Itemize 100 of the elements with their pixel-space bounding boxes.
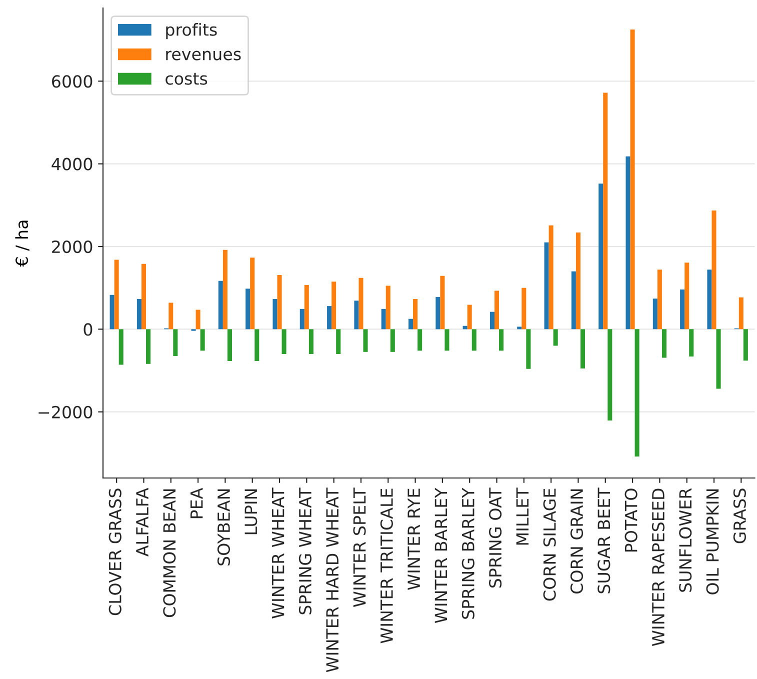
x-tick-label: CORN SILAGE xyxy=(543,488,556,601)
x-tick-label: ALFALFA xyxy=(136,488,148,556)
bar xyxy=(462,326,468,330)
bar xyxy=(467,304,472,330)
y-tick-label: 4000 xyxy=(52,158,92,170)
bar xyxy=(598,184,604,330)
x-tick-label: PEA xyxy=(190,488,203,518)
legend-label: revenues xyxy=(166,50,241,60)
bar xyxy=(680,290,685,330)
x-tick-label: WINTER BARLEY xyxy=(434,488,448,624)
bar xyxy=(652,298,658,330)
bar xyxy=(196,310,200,330)
bar xyxy=(657,270,662,330)
x-tick-label: GRASS xyxy=(733,488,746,544)
bar xyxy=(544,242,549,330)
y-tick-label: 2000 xyxy=(52,240,92,254)
bar xyxy=(390,329,395,352)
bar xyxy=(490,312,494,330)
bar xyxy=(200,329,205,351)
bar xyxy=(707,270,712,330)
bar xyxy=(472,329,476,351)
bar xyxy=(626,156,630,330)
bar xyxy=(526,329,531,369)
bar xyxy=(494,290,500,330)
bar xyxy=(114,260,119,330)
bar xyxy=(354,300,359,330)
bar xyxy=(553,329,558,346)
legend-label: profits xyxy=(166,23,217,40)
bar xyxy=(332,282,336,330)
x-tick-label: COMMON BEAN xyxy=(163,489,176,618)
x-tick-label: POTATO xyxy=(624,488,638,552)
bar xyxy=(738,297,744,330)
bar xyxy=(630,29,635,330)
bar xyxy=(522,288,526,330)
x-tick-label: SOYBEAN xyxy=(217,489,230,566)
bar xyxy=(716,329,721,389)
bar xyxy=(168,302,174,330)
y-tick-label: 6000 xyxy=(52,75,92,88)
x-tick-label: WINTER WHEAT xyxy=(272,488,284,618)
bar xyxy=(363,329,368,352)
bar xyxy=(327,306,332,330)
bar xyxy=(336,329,341,354)
y-axis-title: € / ha xyxy=(15,220,30,267)
bar xyxy=(282,329,286,354)
bar xyxy=(304,284,309,330)
bar xyxy=(444,329,450,351)
bar xyxy=(499,329,504,351)
bar xyxy=(712,210,716,330)
x-tick-label: SPRING OAT xyxy=(488,488,502,588)
x-tick-label: WINTER RAPESEED xyxy=(652,488,665,646)
bar xyxy=(517,326,522,330)
bar xyxy=(571,271,576,330)
bar xyxy=(440,276,445,330)
legend-label: costs xyxy=(166,72,208,85)
bar xyxy=(408,318,414,330)
bar xyxy=(413,299,418,330)
bar xyxy=(272,299,278,330)
bar xyxy=(308,329,314,354)
bar xyxy=(386,286,390,330)
bar xyxy=(418,329,422,351)
bar xyxy=(227,329,232,362)
bar xyxy=(246,288,250,330)
y-tick-label: 0 xyxy=(84,323,92,336)
x-tick-label: WINTER SPELT xyxy=(353,488,366,607)
bar xyxy=(173,329,178,356)
bar xyxy=(381,308,386,330)
x-tick-label: WINTER RYE xyxy=(408,488,420,590)
bar xyxy=(580,329,586,368)
bar xyxy=(141,264,146,330)
bar xyxy=(110,294,114,330)
bar xyxy=(548,225,554,330)
y-tick-label: −2000 xyxy=(38,406,92,418)
bar xyxy=(222,250,228,330)
bar xyxy=(603,92,608,330)
bar xyxy=(684,262,690,330)
bar xyxy=(436,296,440,330)
bar xyxy=(689,329,694,356)
bar xyxy=(118,329,124,365)
bar xyxy=(146,329,151,364)
x-tick-label: MILLET xyxy=(516,488,529,545)
bar xyxy=(218,280,223,330)
bar xyxy=(608,329,612,421)
bar xyxy=(254,329,260,362)
x-tick-label: CORN GRAIN xyxy=(570,489,584,594)
x-tick-label: SPRING WHEAT xyxy=(298,488,312,614)
bar xyxy=(136,299,142,330)
bar xyxy=(743,329,748,361)
bar xyxy=(634,329,640,457)
x-tick-label: WINTER TRITICALE xyxy=(380,488,393,644)
bar xyxy=(277,275,282,330)
bar xyxy=(662,329,666,358)
x-tick-label: LUPIN xyxy=(244,489,258,534)
x-tick-label: SUGAR BEET xyxy=(598,488,610,594)
bar xyxy=(300,308,304,330)
x-tick-label: SUNFLOWER xyxy=(679,488,692,592)
bar xyxy=(576,232,580,330)
x-tick-label: CLOVER GRASS xyxy=(108,488,122,616)
x-tick-label: SPRING BARLEY xyxy=(462,488,474,619)
x-tick-label: WINTER HARD WHEAT xyxy=(326,488,338,672)
bar xyxy=(358,278,364,330)
